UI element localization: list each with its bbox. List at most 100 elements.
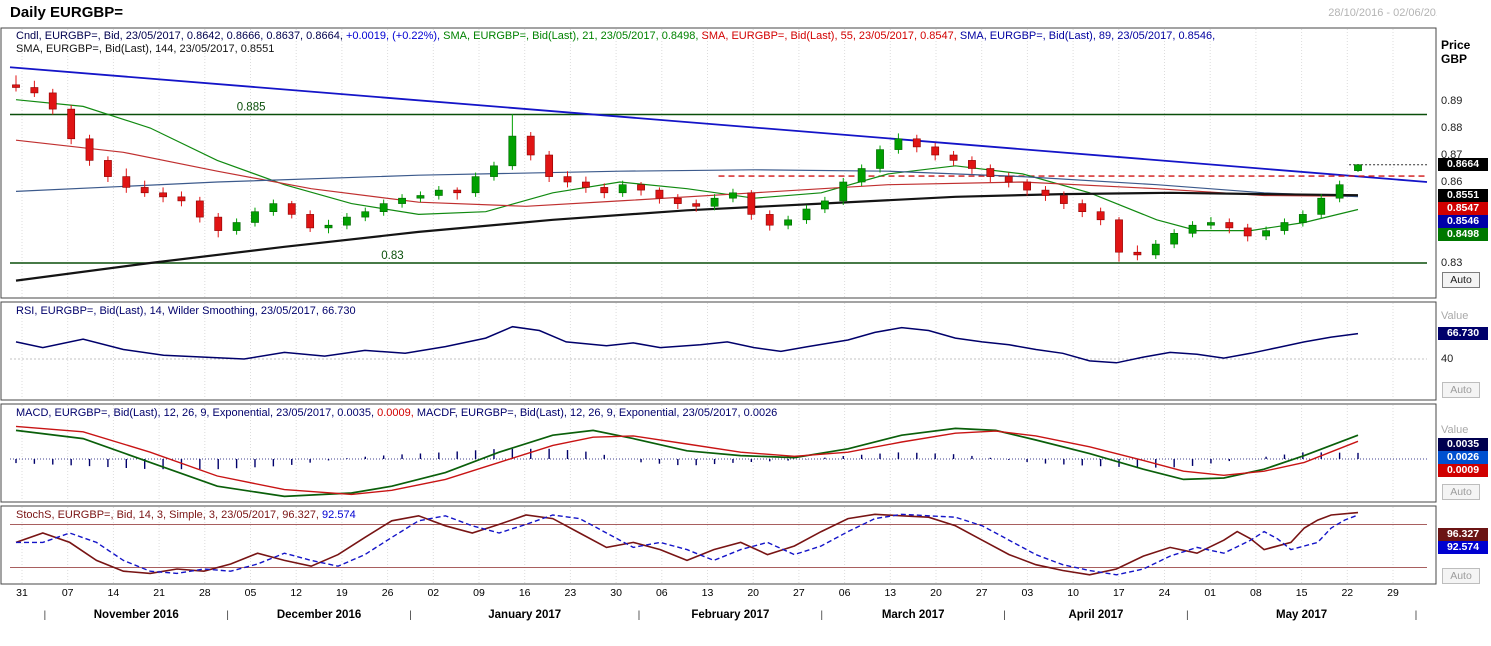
candle — [1207, 217, 1215, 230]
candle — [48, 88, 57, 115]
resistance-0.885-label: 0.885 — [237, 102, 266, 114]
candle — [122, 168, 131, 193]
month-separator: | — [409, 609, 412, 621]
candle — [1243, 223, 1252, 242]
x-tick-label: 02 — [427, 587, 439, 599]
stoch-plot-area[interactable] — [0, 505, 1437, 585]
x-tick-label: 06 — [839, 587, 851, 599]
candle — [949, 150, 958, 166]
candle — [692, 199, 701, 212]
candle — [416, 191, 425, 203]
candle — [471, 172, 480, 197]
rsi-plot-area[interactable] — [0, 301, 1437, 401]
right-axis-column: Price GBP 0.89 0.88 0.87 0.86 0.83 0.866… — [1437, 0, 1491, 646]
macd-badge-hist: 0.0009 — [1438, 464, 1488, 477]
candle — [820, 196, 829, 214]
month-label: November 2016 — [94, 609, 179, 621]
macd-panel[interactable] — [0, 403, 1437, 503]
x-tick-label: 09 — [473, 587, 485, 599]
x-tick-label: 27 — [793, 587, 805, 599]
candles-layer — [12, 75, 1362, 262]
main-legend-line2[interactable]: SMA, EURGBP=, Bid(Last), 144, 23/05/2017… — [16, 43, 274, 56]
candle — [876, 145, 884, 173]
x-tick-label: 13 — [702, 587, 714, 599]
legend-part-rsi: RSI, EURGBP=, Bid(Last), 14, Wilder Smoo… — [16, 305, 356, 317]
x-tick-label: 13 — [884, 587, 896, 599]
candle — [986, 164, 995, 182]
page-title: Daily EURGBP= — [10, 4, 123, 21]
candle — [67, 105, 76, 145]
x-tick-label: 08 — [1250, 587, 1262, 599]
legend-part-sma89: SMA, EURGBP=, Bid(Last), 89, 23/05/2017,… — [959, 30, 1216, 42]
x-tick-label: 03 — [1022, 587, 1034, 599]
candle — [784, 215, 793, 230]
candle — [894, 133, 903, 154]
candle — [85, 134, 94, 166]
candle — [1298, 210, 1307, 227]
month-separator: | — [638, 609, 641, 621]
legend-part-candle: Cndl, EURGBP=, Bid, 23/05/2017, 0.8642, … — [16, 30, 346, 42]
titlebar: Daily EURGBP= 28/10/2016 - 02/06/2017 (G… — [0, 0, 1491, 26]
stoch-legend[interactable]: StochS, EURGBP=, Bid, 14, 3, Simple, 3, … — [16, 509, 356, 522]
macd-legend[interactable]: MACD, EURGBP=, Bid(Last), 12, 26, 9, Exp… — [16, 407, 777, 420]
chart-canvas[interactable]: 0.885 0.83 31 07 14 21 28 05 12 19 26 02 09 16 23 30 06 1… — [0, 26, 1437, 646]
rsi-legend[interactable]: RSI, EURGBP=, Bid(Last), 14, Wilder Smoo… — [16, 305, 356, 318]
candle — [545, 150, 554, 182]
month-separator: | — [1003, 609, 1006, 621]
x-tick-label: 17 — [1113, 587, 1125, 599]
x-tick-label: 19 — [336, 587, 348, 599]
candle — [857, 164, 866, 187]
x-tick-label: 23 — [565, 587, 577, 599]
price-badge-last: 0.8664 — [1438, 158, 1488, 171]
month-label: February 2017 — [691, 609, 769, 621]
descending-trendline[interactable] — [9, 66, 1428, 183]
month-label: March 2017 — [882, 609, 945, 621]
candle — [1041, 186, 1050, 201]
macd-auto-button[interactable]: Auto — [1442, 484, 1480, 500]
rsi-panel[interactable] — [0, 301, 1437, 401]
macd-line — [15, 427, 1359, 498]
price-badge-sma89: 0.8546 — [1438, 215, 1488, 228]
x-tick-label: 16 — [519, 587, 531, 599]
month-separator: | — [1415, 609, 1418, 621]
x-tick-label: 20 — [747, 587, 759, 599]
price-badge-sma55: 0.8547 — [1438, 202, 1488, 215]
candle — [581, 176, 590, 193]
price-auto-button[interactable]: Auto — [1442, 272, 1480, 288]
month-label: December 2016 — [277, 609, 361, 621]
candle — [1023, 179, 1031, 196]
x-tick-label: 10 — [1067, 587, 1079, 599]
candle — [232, 218, 241, 235]
candle — [434, 186, 443, 200]
candle — [673, 194, 682, 209]
candle — [618, 180, 627, 197]
candle — [508, 113, 517, 170]
candle — [1280, 218, 1289, 235]
x-tick-label: 21 — [153, 587, 165, 599]
month-label: May 2017 — [1276, 609, 1327, 621]
candle — [526, 132, 535, 161]
price-axis-unit: Price GBP — [1441, 38, 1470, 66]
stoch-panel[interactable] — [0, 505, 1437, 585]
price-plot-area[interactable] — [0, 27, 1437, 299]
main-legend-line1[interactable]: Cndl, EURGBP=, Bid, 23/05/2017, 0.8642, … — [16, 30, 1215, 43]
candle — [306, 210, 315, 232]
candle — [30, 80, 39, 97]
candle — [104, 156, 112, 182]
price-badge-sma144: 0.8551 — [1438, 189, 1488, 202]
rsi-auto-button[interactable]: Auto — [1442, 382, 1480, 398]
candle — [563, 171, 572, 188]
candle — [214, 213, 223, 238]
candle — [140, 180, 149, 197]
month-separator: | — [226, 609, 229, 621]
price-panel[interactable]: 0.885 0.83 — [0, 27, 1437, 299]
x-tick-label: 07 — [62, 587, 74, 599]
stoch-auto-button[interactable]: Auto — [1442, 568, 1480, 584]
candle — [912, 134, 921, 153]
rsi-tick-40: 40 — [1441, 353, 1454, 365]
x-tick-label: 30 — [610, 587, 622, 599]
price-unit-line2: GBP — [1441, 52, 1468, 66]
candle — [1059, 191, 1068, 209]
candle — [1004, 172, 1013, 188]
candle — [1188, 221, 1197, 238]
